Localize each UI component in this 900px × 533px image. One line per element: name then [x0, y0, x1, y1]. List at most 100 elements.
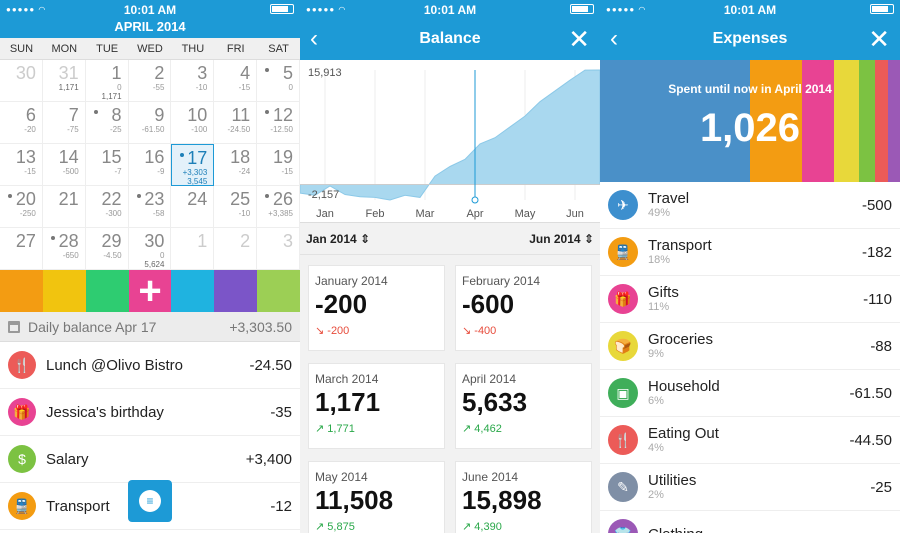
card-value: 15,898 — [462, 485, 542, 515]
calendar-day[interactable]: 19 -15 — [257, 144, 300, 186]
range-end-label: Jun 2014 — [529, 231, 581, 246]
expense-info: ✎ Utilities 2% — [608, 472, 696, 502]
calendar-day[interactable]: 9 -61.50 — [128, 102, 172, 144]
calendar-day[interactable]: 1 — [171, 228, 215, 270]
month-balance-card[interactable]: March 2014 1,171 ↗ 1,771 — [308, 363, 445, 449]
expense-info: 🍴 Eating Out 4% — [608, 425, 719, 455]
x-tick-label: Jan — [316, 208, 334, 220]
back-chevron-icon[interactable]: ‹ — [310, 25, 318, 52]
calendar-day[interactable]: 8 -25 — [85, 102, 129, 144]
calendar-day-today[interactable]: 17 +3,303 3,545 — [171, 144, 215, 186]
expense-row[interactable]: 🍞 Groceries 9% -88 — [600, 323, 900, 370]
balance-chart[interactable]: 15,913 -2,157 Jan Feb Mar Apr May Jun — [300, 60, 600, 223]
calendar-day[interactable]: 7 -75 — [42, 102, 86, 144]
day-number: 10 — [187, 105, 208, 125]
category-shortcut[interactable] — [171, 270, 215, 312]
day-amount: -15 — [238, 83, 251, 92]
spent-segment — [875, 60, 888, 182]
calendar-day[interactable]: 10 -100 — [171, 102, 215, 144]
calendar-day[interactable]: 16 -9 — [128, 144, 172, 186]
calendar-day[interactable]: 12 -12.50 — [257, 102, 300, 144]
back-chevron-icon[interactable]: ‹ — [610, 25, 618, 52]
month-balance-card[interactable]: January 2014 -200 ↘ -200 — [308, 265, 445, 351]
calendar-day[interactable]: 21 — [42, 186, 86, 228]
calendar-day[interactable]: 30 0 5,624 — [128, 228, 172, 270]
transaction-amount: -12 — [270, 497, 292, 515]
list-menu-button[interactable]: ≡ — [128, 480, 172, 522]
day-amount: -15 — [281, 167, 293, 176]
calendar-day[interactable]: 22 -300 — [85, 186, 129, 228]
month-balance-card[interactable]: April 2014 5,633 ↗ 4,462 — [455, 363, 592, 449]
day-number: 3 — [197, 63, 208, 83]
calendar-day[interactable]: 25 -10 — [214, 186, 258, 228]
category-shortcut[interactable] — [85, 270, 129, 312]
day-number: 29 — [101, 231, 122, 251]
transaction-row[interactable]: 🚆 Transport -12 — [0, 483, 300, 530]
month-balance-card[interactable]: February 2014 -600 ↘ -400 — [455, 265, 592, 351]
calendar-day[interactable]: 1 0 1,171 — [85, 60, 129, 102]
day-number: 9 — [154, 105, 165, 125]
calendar-day[interactable]: 11 -24.50 — [214, 102, 258, 144]
calendar-day[interactable]: 14 -500 — [42, 144, 86, 186]
calendar-day[interactable]: 30 — [0, 60, 43, 102]
event-dot-icon — [265, 110, 270, 114]
calendar-day[interactable]: 3 -10 — [171, 60, 215, 102]
close-icon[interactable]: ✕ — [568, 24, 590, 54]
expense-row[interactable]: ✎ Utilities 2% -25 — [600, 464, 900, 511]
day-amount: -100 — [191, 125, 208, 134]
category-shortcut[interactable] — [214, 270, 258, 312]
add-transaction-button[interactable]: + — [128, 270, 172, 312]
month-balance-card[interactable]: May 2014 11,508 ↗ 5,875 — [308, 461, 445, 533]
card-month: March 2014 — [315, 372, 379, 386]
calendar-panel: ●●●●● ◠ 10:01 AM APRIL 2014 SUN MON TUE WED… — [0, 0, 300, 533]
day-number: 3 — [282, 231, 293, 251]
range-end-select[interactable]: Jun 2014 ⇕ — [529, 232, 594, 246]
calendar-day[interactable]: 26 +3,385 — [257, 186, 300, 228]
calendar-day[interactable]: 3 — [257, 228, 300, 270]
expense-row[interactable]: 👕 Clothing — [600, 511, 900, 533]
expense-row[interactable]: 🚆 Transport 18% -182 — [600, 229, 900, 276]
calendar-grid: 30 31 1,171 1 0 1,171 2 -55 3 -10 4 -15 5 0 6 -20 7 -75 8-… — [0, 60, 300, 270]
calendar-day[interactable]: 2 — [214, 228, 258, 270]
calendar-day[interactable]: 28 -650 — [42, 228, 86, 270]
calendar-day[interactable]: 18 -24 — [214, 144, 258, 186]
transaction-row[interactable]: $ Salary +3,400 — [0, 436, 300, 483]
calendar-day[interactable]: 6 -20 — [0, 102, 43, 144]
calendar-day[interactable]: 13 -15 — [0, 144, 43, 186]
day-amount: -300 — [105, 209, 122, 218]
day-amount: -24.50 — [227, 125, 251, 134]
expense-row[interactable]: 🎁 Gifts 11% -110 — [600, 276, 900, 323]
calendar-day[interactable]: 31 1,171 — [42, 60, 86, 102]
expense-row[interactable]: 🍴 Eating Out 4% -44.50 — [600, 417, 900, 464]
day-number: 24 — [187, 189, 208, 209]
spent-segment — [750, 60, 802, 182]
date-range-bar: Jan 2014 ⇕ Jun 2014 ⇕ — [300, 223, 600, 255]
transaction-row[interactable]: 🎁 Jessica's birthday -35 — [0, 389, 300, 436]
calendar-day[interactable]: 15 -7 — [85, 144, 129, 186]
category-shortcut[interactable] — [0, 270, 43, 312]
month-balance-card[interactable]: June 2014 15,898 ↗ 4,390 — [455, 461, 592, 533]
calendar-day[interactable]: 4 -15 — [214, 60, 258, 102]
calendar-day[interactable]: 2 -55 — [128, 60, 172, 102]
category-shortcut[interactable] — [257, 270, 300, 312]
range-start-select[interactable]: Jan 2014 ⇕ — [306, 232, 370, 246]
expense-percent: 49% — [648, 207, 671, 219]
day-number: 7 — [68, 105, 79, 125]
expense-row[interactable]: ✈ Travel 49% -500 — [600, 182, 900, 229]
transaction-amount: -24.50 — [249, 356, 292, 374]
calendar-day[interactable]: 29 -4.50 — [85, 228, 129, 270]
category-shortcut[interactable] — [42, 270, 86, 312]
event-dot-icon — [180, 153, 185, 157]
expenses-panel: ●●●●● ◠ 10:01 AM ‹ Expenses ✕ Spent unti… — [600, 0, 900, 533]
close-icon[interactable]: ✕ — [868, 24, 890, 54]
calendar-day[interactable]: 23 -58 — [128, 186, 172, 228]
transaction-row[interactable]: 🍴 Lunch @Olivo Bistro -24.50 — [0, 342, 300, 389]
calendar-day[interactable]: 24 — [171, 186, 215, 228]
calendar-day[interactable]: 20 -250 — [0, 186, 43, 228]
expense-row[interactable]: ▣ Household 6% -61.50 — [600, 370, 900, 417]
month-title[interactable]: APRIL 2014 — [114, 19, 186, 34]
expense-text: Transport 18% — [648, 237, 712, 267]
day-number: 26 — [272, 189, 293, 209]
calendar-day[interactable]: 27 — [0, 228, 43, 270]
